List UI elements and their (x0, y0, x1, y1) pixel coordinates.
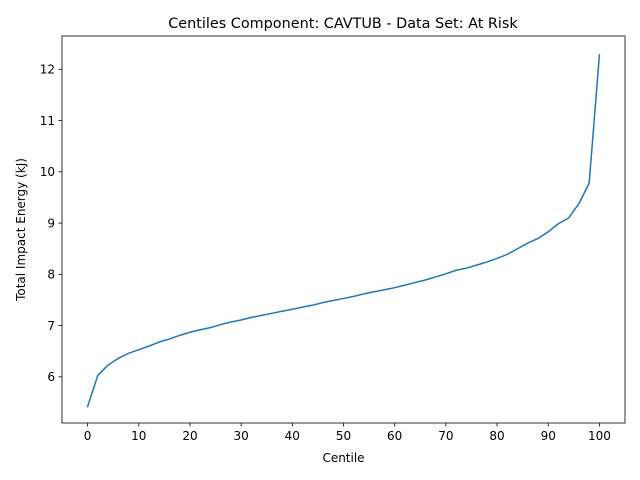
y-tick-label: 12 (40, 63, 55, 77)
x-tick-label: 80 (489, 429, 504, 443)
series-line (86, 54, 601, 408)
x-tick-label: 50 (336, 429, 351, 443)
y-tick-label: 8 (47, 268, 55, 282)
plot-frame (61, 35, 626, 424)
y-tick-label: 11 (40, 114, 55, 128)
x-tick-label: 90 (541, 429, 556, 443)
y-tick-label: 10 (40, 165, 55, 179)
x-tick-label: 0 (84, 429, 92, 443)
tick-group: 0 10 20 30 40 50 60 70 80 90 100 6 7 8 9 10 11 12 (40, 63, 611, 443)
x-tick-label: 10 (131, 429, 146, 443)
y-tick-label: 7 (47, 319, 55, 333)
y-axis-label: Total Impact Energy (kJ) (14, 158, 28, 302)
x-tick-label: 20 (182, 429, 197, 443)
x-tick-label: 30 (233, 429, 248, 443)
x-tick-label: 40 (285, 429, 300, 443)
chart-title: Centiles Component: CAVTUB - Data Set: A… (168, 16, 518, 32)
y-tick-label: 9 (47, 216, 55, 230)
x-tick-label: 70 (438, 429, 453, 443)
x-axis-label: Centile (322, 451, 364, 465)
x-tick-label: 100 (588, 429, 611, 443)
y-tick-label: 6 (47, 370, 55, 384)
x-tick-label: 60 (387, 429, 402, 443)
